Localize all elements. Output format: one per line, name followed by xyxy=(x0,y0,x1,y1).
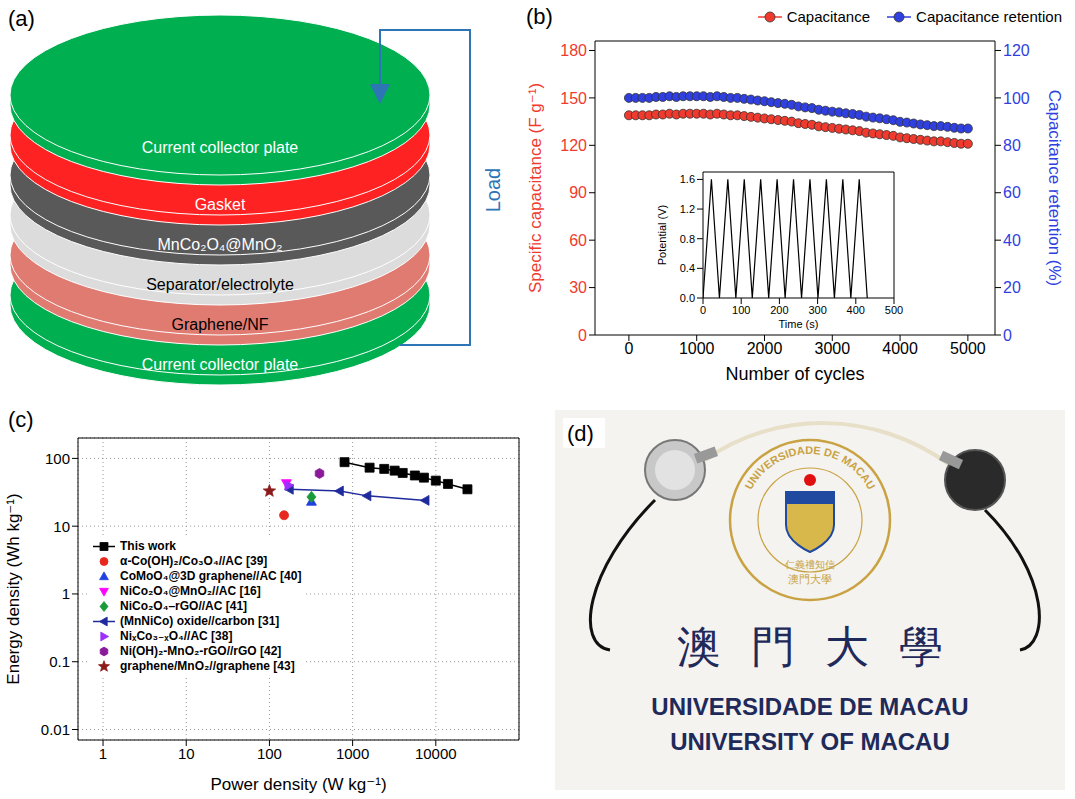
html-text:α-Co(OH)₂/Co₃O₄//AC [39]: α-Co(OH)₂/Co₃O₄//AC [39] xyxy=(120,554,268,568)
svg-text:0: 0 xyxy=(700,304,706,316)
svg-text:Energy density (Wh kg⁻¹): Energy density (Wh kg⁻¹) xyxy=(4,493,23,684)
svg-text:0.8: 0.8 xyxy=(680,233,695,245)
svg-text:1: 1 xyxy=(99,745,107,762)
svg-text:0.4: 0.4 xyxy=(680,262,695,274)
svg-text:90: 90 xyxy=(569,184,587,201)
svg-text:Potential (V): Potential (V) xyxy=(656,205,668,266)
html-text:Capacitance retention: Capacitance retention xyxy=(916,8,1062,25)
svg-text:500: 500 xyxy=(885,304,903,316)
svg-text:60: 60 xyxy=(569,232,587,249)
svg-text:1000: 1000 xyxy=(336,745,369,762)
svg-text:5000: 5000 xyxy=(950,340,986,357)
svg-text:0.0: 0.0 xyxy=(680,292,695,304)
html-text:Ni(OH)₂-MnO₂-rGO//rGO [42]: Ni(OH)₂-MnO₂-rGO//rGO [42] xyxy=(120,644,282,658)
svg-text:Time (s): Time (s) xyxy=(779,318,819,330)
svg-text:(d): (d) xyxy=(567,421,594,446)
html-text:(MnNiCo) oxide//carbon [31]: (MnNiCo) oxide//carbon [31] xyxy=(120,614,280,628)
svg-text:Specific capacitance (F g⁻¹): Specific capacitance (F g⁻¹) xyxy=(526,83,545,293)
svg-text:0: 0 xyxy=(578,327,587,344)
html-text:Capacitance: Capacitance xyxy=(786,8,871,25)
svg-text:1.6: 1.6 xyxy=(680,173,695,185)
svg-text:0: 0 xyxy=(1003,327,1012,344)
svg-text:UNIVERSITY OF MACAU: UNIVERSITY OF MACAU xyxy=(670,728,950,755)
svg-text:Current collector plate: Current collector plate xyxy=(142,356,299,373)
svg-text:10000: 10000 xyxy=(415,745,457,762)
svg-text:100: 100 xyxy=(732,304,750,316)
svg-text:Capacitance retention (%): Capacitance retention (%) xyxy=(1045,90,1064,287)
svg-text:200: 200 xyxy=(770,304,788,316)
html-text:(b): (b) xyxy=(526,4,553,29)
svg-text:40: 40 xyxy=(1003,232,1021,249)
svg-text:10: 10 xyxy=(178,745,195,762)
svg-text:0.01: 0.01 xyxy=(41,721,70,738)
html-text:CoMoO₄@3D graphene//AC [40]: CoMoO₄@3D graphene//AC [40] xyxy=(120,569,302,583)
svg-text:60: 60 xyxy=(1003,184,1021,201)
svg-text:180: 180 xyxy=(560,42,587,59)
svg-text:UNIVERSIDADE DE MACAU: UNIVERSIDADE DE MACAU xyxy=(742,444,878,491)
svg-text:MnCo₂O₄@MnO₂: MnCo₂O₄@MnO₂ xyxy=(158,236,283,253)
svg-text:Graphene/NF: Graphene/NF xyxy=(172,316,269,333)
svg-text:Separator/electrolyte: Separator/electrolyte xyxy=(146,276,294,293)
svg-text:Current collector plate: Current collector plate xyxy=(142,139,299,156)
svg-text:3000: 3000 xyxy=(814,340,850,357)
svg-text:120: 120 xyxy=(560,137,587,154)
svg-text:120: 120 xyxy=(1003,42,1030,59)
svg-text:10: 10 xyxy=(53,518,70,535)
svg-text:80: 80 xyxy=(1003,137,1021,154)
svg-text:100: 100 xyxy=(45,450,70,467)
svg-text:0.1: 0.1 xyxy=(49,653,70,670)
html-text:NiₓCo₃₋ₓO₄//AC [38]: NiₓCo₃₋ₓO₄//AC [38] xyxy=(120,629,233,643)
svg-text:澳門大學: 澳門大學 xyxy=(788,573,832,586)
svg-text:0: 0 xyxy=(624,340,633,357)
svg-text:20: 20 xyxy=(1003,279,1021,296)
svg-text:Gasket: Gasket xyxy=(195,196,246,213)
svg-text:(a): (a) xyxy=(8,6,35,31)
svg-text:Number of cycles: Number of cycles xyxy=(725,364,864,384)
svg-text:Load: Load xyxy=(482,168,504,213)
svg-text:4000: 4000 xyxy=(882,340,918,357)
svg-text:仁義禮知信: 仁義禮知信 xyxy=(785,559,835,570)
svg-text:澳門大學: 澳門大學 xyxy=(677,621,973,672)
svg-text:Power density (W kg⁻¹): Power density (W kg⁻¹) xyxy=(210,775,386,794)
svg-text:300: 300 xyxy=(808,304,826,316)
svg-text:1: 1 xyxy=(62,585,70,602)
svg-text:100: 100 xyxy=(257,745,282,762)
svg-text:1.2: 1.2 xyxy=(680,203,695,215)
html-text:This work: This work xyxy=(120,539,176,553)
html-text:(c): (c) xyxy=(8,407,34,432)
svg-text:2000: 2000 xyxy=(747,340,783,357)
html-text:NiCo₂O₄–rGO//AC [41]: NiCo₂O₄–rGO//AC [41] xyxy=(120,599,248,613)
svg-text:150: 150 xyxy=(560,90,587,107)
html-text:NiCo₂O₄@MnO₂//AC [16]: NiCo₂O₄@MnO₂//AC [16] xyxy=(120,584,261,598)
svg-text:1000: 1000 xyxy=(679,340,715,357)
svg-text:400: 400 xyxy=(847,304,865,316)
svg-text:UNIVERSIDADE DE MACAU: UNIVERSIDADE DE MACAU xyxy=(651,693,968,720)
svg-text:30: 30 xyxy=(569,279,587,296)
html-text:graphene/MnO₂//graphene [43]: graphene/MnO₂//graphene [43] xyxy=(120,659,295,673)
svg-text:100: 100 xyxy=(1003,90,1030,107)
